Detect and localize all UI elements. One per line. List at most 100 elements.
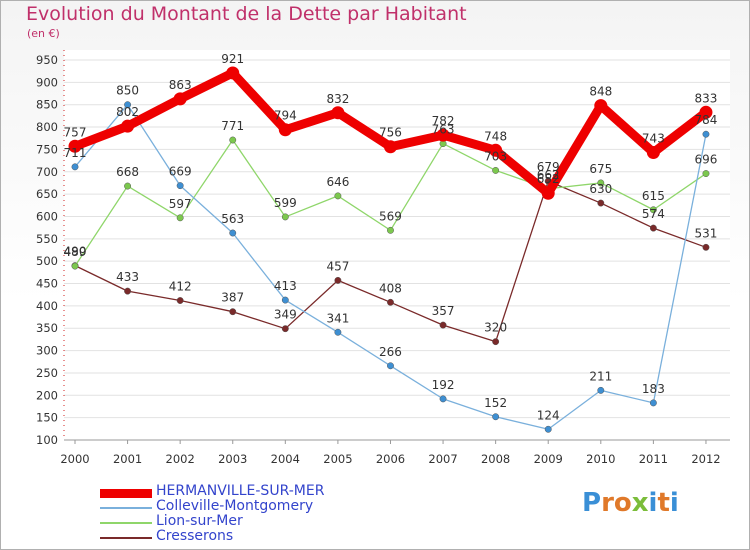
- y-tick-label: 450: [36, 277, 58, 291]
- x-tick-label: 2008: [481, 452, 510, 466]
- data-label: 668: [116, 165, 139, 179]
- data-label: 669: [169, 165, 192, 179]
- data-label: 341: [326, 311, 349, 325]
- y-tick-label: 800: [36, 120, 58, 134]
- data-point: [436, 128, 450, 142]
- y-tick-label: 650: [36, 187, 58, 201]
- data-point: [124, 287, 132, 295]
- x-tick-label: 2009: [534, 452, 563, 466]
- data-point: [387, 362, 394, 370]
- data-label: 192: [432, 378, 455, 392]
- data-point: [334, 192, 342, 200]
- data-label: 679: [537, 160, 560, 174]
- data-label: 266: [379, 345, 402, 359]
- data-point: [121, 119, 135, 133]
- data-label: 782: [432, 114, 455, 128]
- y-tick-label: 350: [36, 321, 58, 335]
- data-point: [71, 163, 79, 171]
- data-point: [68, 139, 82, 153]
- y-tick-label: 950: [36, 53, 58, 67]
- data-point: [383, 140, 397, 154]
- data-label: 763: [432, 123, 455, 137]
- data-label: 848: [589, 85, 612, 99]
- data-label: 850: [116, 84, 139, 98]
- x-tick-label: 2012: [691, 452, 720, 466]
- y-tick-label: 150: [36, 411, 58, 425]
- data-label: 615: [642, 189, 665, 203]
- x-tick-label: 2002: [166, 452, 195, 466]
- data-label: 833: [695, 91, 718, 105]
- data-label: 794: [274, 109, 297, 123]
- data-point: [649, 399, 657, 407]
- data-label: 349: [274, 308, 297, 322]
- data-point: [229, 308, 237, 316]
- data-point: [281, 325, 289, 333]
- logo-letter: P: [582, 488, 602, 518]
- data-point: [649, 224, 657, 232]
- data-label: 921: [221, 52, 244, 66]
- data-label: 413: [274, 279, 297, 293]
- data-point: [702, 130, 710, 138]
- data-label: 863: [169, 78, 192, 92]
- data-label: 711: [64, 146, 87, 160]
- data-label: 652: [537, 172, 560, 186]
- y-tick-label: 550: [36, 232, 58, 246]
- data-label: 569: [379, 209, 402, 223]
- data-point: [544, 425, 552, 433]
- proxiti-logo: Proxiti: [582, 488, 679, 518]
- data-label: 563: [221, 212, 244, 226]
- data-point: [699, 105, 713, 119]
- legend-swatch: [100, 507, 152, 509]
- data-label: 802: [116, 105, 139, 119]
- data-label: 756: [379, 126, 402, 140]
- legend-swatch: [100, 522, 152, 524]
- data-label: 531: [695, 226, 718, 240]
- data-point: [646, 146, 660, 160]
- legend-item: HERMANVILLE-SUR-MER: [100, 483, 400, 500]
- y-tick-label: 400: [36, 299, 58, 313]
- data-point: [173, 92, 187, 106]
- y-tick-label: 500: [36, 254, 58, 268]
- data-label: 574: [642, 207, 665, 221]
- y-tick-label: 200: [36, 388, 58, 402]
- data-point: [702, 243, 710, 251]
- logo-letter: i: [648, 488, 658, 518]
- x-tick-label: 2005: [323, 452, 352, 466]
- data-label: 320: [484, 321, 507, 335]
- data-point: [124, 182, 132, 190]
- data-label: 152: [484, 396, 507, 410]
- data-point: [334, 328, 342, 336]
- data-label: 597: [169, 197, 192, 211]
- y-tick-label: 900: [36, 75, 58, 89]
- logo-letter: t: [657, 488, 670, 518]
- data-label: 771: [221, 119, 244, 133]
- data-label: 696: [695, 153, 718, 167]
- data-point: [278, 123, 292, 137]
- y-tick-label: 300: [36, 344, 58, 358]
- data-point: [597, 386, 605, 394]
- legend-item: Cresserons: [100, 528, 400, 545]
- data-label: 646: [326, 175, 349, 189]
- data-point: [489, 143, 503, 157]
- x-tick-label: 2007: [428, 452, 457, 466]
- data-point: [176, 297, 184, 304]
- data-point: [439, 395, 447, 403]
- y-tick-label: 750: [36, 142, 58, 156]
- y-tick-label: 600: [36, 209, 58, 223]
- data-label: 457: [326, 259, 349, 273]
- data-point: [492, 166, 500, 174]
- data-point: [594, 99, 608, 113]
- data-point: [281, 296, 289, 304]
- x-tick-label: 2010: [586, 452, 615, 466]
- data-label: 743: [642, 132, 665, 146]
- data-label: 124: [537, 408, 560, 422]
- data-point: [702, 170, 710, 178]
- data-label: 387: [221, 291, 244, 305]
- series-layer: [68, 66, 713, 433]
- data-label: 490: [64, 245, 87, 259]
- y-tick-label: 250: [36, 366, 58, 380]
- data-label: 489: [64, 245, 87, 259]
- x-tick-label: 2006: [376, 452, 405, 466]
- x-tick-label: 2000: [60, 452, 89, 466]
